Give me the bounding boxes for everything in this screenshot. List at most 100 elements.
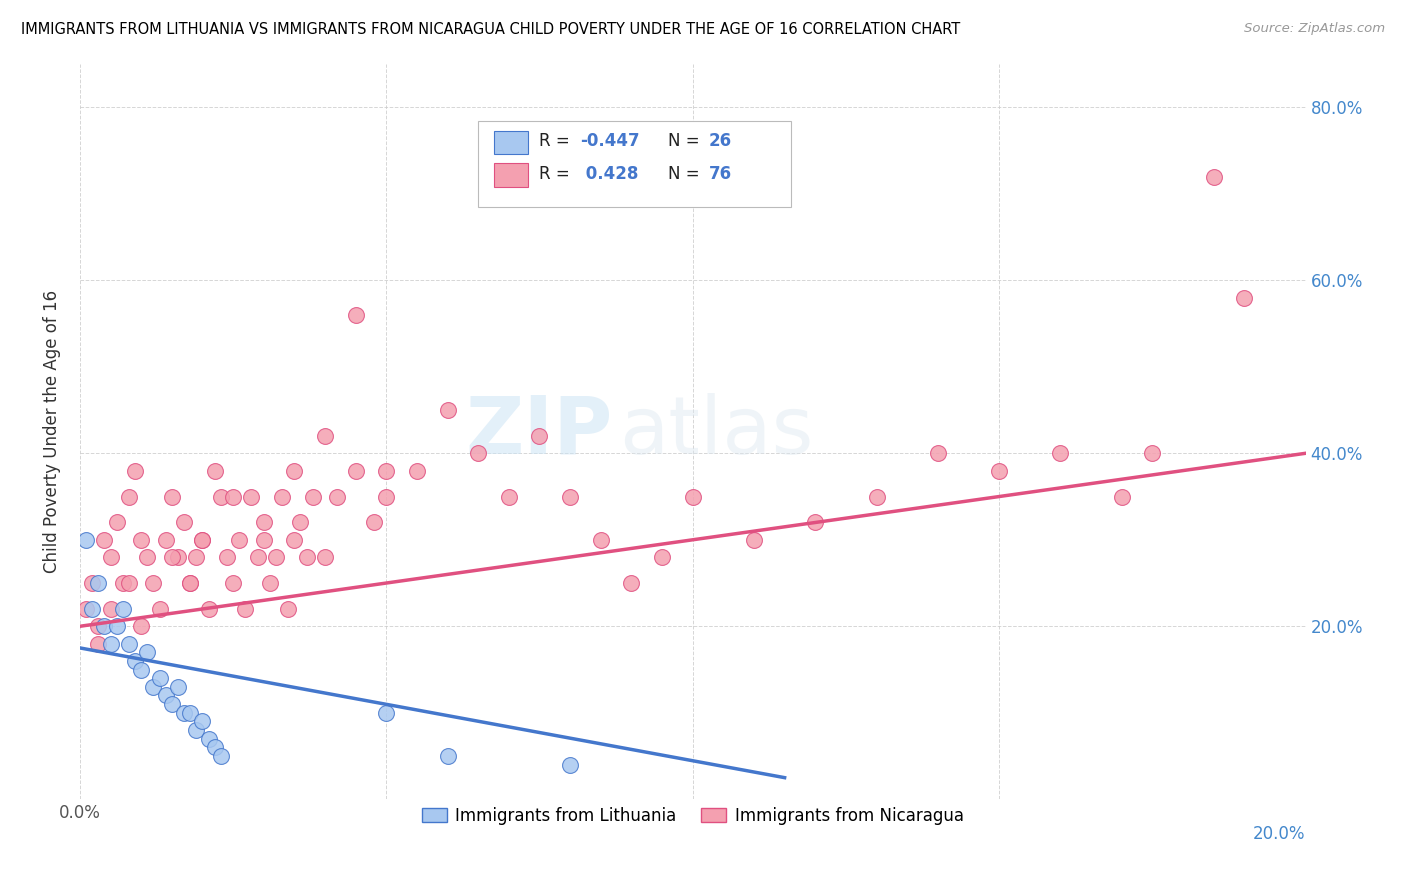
Point <box>529 429 551 443</box>
Point <box>558 757 581 772</box>
Text: 76: 76 <box>709 165 731 183</box>
Point <box>87 576 110 591</box>
Point <box>129 663 152 677</box>
Point <box>142 680 165 694</box>
Point <box>167 550 190 565</box>
Point <box>314 550 336 565</box>
Point <box>191 533 214 547</box>
Point <box>191 533 214 547</box>
Point <box>111 602 134 616</box>
Text: 26: 26 <box>709 132 731 150</box>
Point <box>75 602 97 616</box>
Point <box>100 550 122 565</box>
Point <box>467 446 489 460</box>
Point <box>277 602 299 616</box>
Point <box>118 576 141 591</box>
Point <box>651 550 673 565</box>
Point <box>155 689 177 703</box>
Point <box>344 308 367 322</box>
Point <box>375 464 398 478</box>
Point <box>186 723 208 737</box>
Point <box>148 602 170 616</box>
Point <box>375 706 398 720</box>
Text: 0.428: 0.428 <box>579 165 638 183</box>
Point <box>375 490 398 504</box>
Point <box>314 429 336 443</box>
FancyBboxPatch shape <box>494 163 529 186</box>
Point <box>927 446 949 460</box>
Point <box>197 731 219 746</box>
Point <box>204 740 226 755</box>
Point <box>406 464 429 478</box>
Point <box>363 516 385 530</box>
Point <box>301 490 323 504</box>
Point <box>209 749 232 764</box>
Point <box>1111 490 1133 504</box>
Point <box>124 464 146 478</box>
Point <box>264 550 287 565</box>
Text: Source: ZipAtlas.com: Source: ZipAtlas.com <box>1244 22 1385 36</box>
Point <box>295 550 318 565</box>
Point <box>682 490 704 504</box>
Point <box>742 533 765 547</box>
Point <box>173 516 195 530</box>
Point <box>290 516 312 530</box>
Point <box>804 516 827 530</box>
Point <box>129 533 152 547</box>
Point <box>148 671 170 685</box>
Point <box>160 697 183 711</box>
Point <box>283 464 305 478</box>
Point <box>87 619 110 633</box>
Point <box>865 490 887 504</box>
Point <box>191 714 214 729</box>
Point <box>620 576 643 591</box>
Point <box>93 619 115 633</box>
Point <box>186 550 208 565</box>
Point <box>233 602 256 616</box>
Text: 20.0%: 20.0% <box>1253 825 1306 843</box>
Point <box>129 619 152 633</box>
Point <box>215 550 238 565</box>
Point <box>155 533 177 547</box>
Point <box>75 533 97 547</box>
FancyBboxPatch shape <box>478 120 790 208</box>
Point <box>105 619 128 633</box>
Point <box>498 490 520 504</box>
Point <box>118 490 141 504</box>
Point <box>160 490 183 504</box>
Legend: Immigrants from Lithuania, Immigrants from Nicaragua: Immigrants from Lithuania, Immigrants fr… <box>415 800 970 831</box>
Point <box>118 637 141 651</box>
Point <box>82 602 104 616</box>
Text: ZIP: ZIP <box>465 392 613 471</box>
FancyBboxPatch shape <box>494 131 529 154</box>
Text: R =: R = <box>540 132 575 150</box>
Point <box>105 516 128 530</box>
Text: N =: N = <box>668 132 704 150</box>
Point <box>160 550 183 565</box>
Text: IMMIGRANTS FROM LITHUANIA VS IMMIGRANTS FROM NICARAGUA CHILD POVERTY UNDER THE A: IMMIGRANTS FROM LITHUANIA VS IMMIGRANTS … <box>21 22 960 37</box>
Point <box>82 576 104 591</box>
Point <box>173 706 195 720</box>
Point <box>136 645 159 659</box>
Point <box>436 749 458 764</box>
Y-axis label: Child Poverty Under the Age of 16: Child Poverty Under the Age of 16 <box>44 290 60 574</box>
Point <box>558 490 581 504</box>
Point <box>111 576 134 591</box>
Point <box>344 464 367 478</box>
Point <box>240 490 263 504</box>
Point <box>179 706 201 720</box>
Point <box>283 533 305 547</box>
Point <box>209 490 232 504</box>
Point <box>259 576 281 591</box>
Point <box>1233 291 1256 305</box>
Point <box>167 680 190 694</box>
Point <box>253 516 276 530</box>
Point <box>222 576 245 591</box>
Point <box>87 637 110 651</box>
Point <box>246 550 269 565</box>
Point <box>100 602 122 616</box>
Text: atlas: atlas <box>619 392 814 471</box>
Point <box>1202 169 1225 184</box>
Point <box>326 490 349 504</box>
Point <box>436 403 458 417</box>
